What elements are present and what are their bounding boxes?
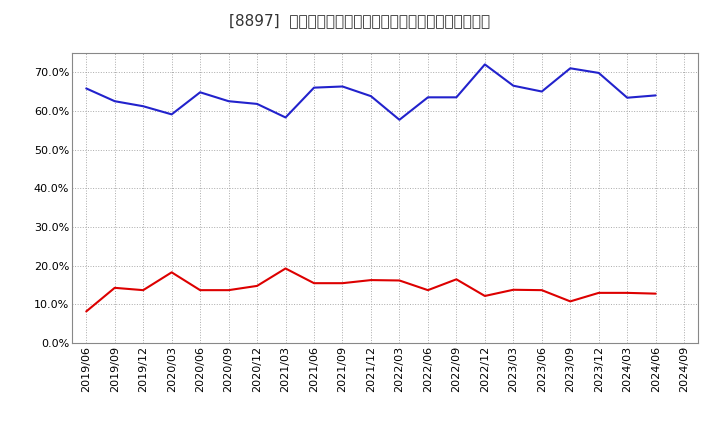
- 有利子負債: [82, 86, 91, 91]
- 有利子負債: [652, 93, 660, 98]
- 有利子負債: [110, 99, 119, 104]
- 有利子負債: [310, 85, 318, 90]
- 有利子負債: [366, 94, 375, 99]
- 現顔金: [452, 277, 461, 282]
- 現顔金: [310, 281, 318, 286]
- 有利子負債: [167, 112, 176, 117]
- 有利子負債: [480, 62, 489, 67]
- 現顔金: [366, 278, 375, 283]
- 現顔金: [623, 290, 631, 296]
- 現顔金: [537, 287, 546, 293]
- 有利子負債: [395, 117, 404, 122]
- 現顔金: [652, 291, 660, 296]
- 現顔金: [110, 285, 119, 290]
- 有利子負債: [595, 70, 603, 76]
- 現顔金: [480, 293, 489, 299]
- Line: 現顔金: 現顔金: [86, 268, 656, 312]
- 現顔金: [225, 287, 233, 293]
- 有利子負債: [566, 66, 575, 71]
- 有利子負債: [253, 101, 261, 106]
- 有利子負債: [139, 103, 148, 109]
- 現顔金: [595, 290, 603, 296]
- 現顔金: [196, 287, 204, 293]
- 有利子負債: [452, 95, 461, 100]
- 有利子負債: [423, 95, 432, 100]
- 有利子負債: [623, 95, 631, 100]
- 有利子負債: [225, 99, 233, 104]
- 現顔金: [282, 266, 290, 271]
- 現顔金: [139, 287, 148, 293]
- 有利子負債: [338, 84, 347, 89]
- 現顔金: [423, 287, 432, 293]
- 有利子負債: [537, 89, 546, 94]
- 現顔金: [338, 281, 347, 286]
- 現顔金: [566, 299, 575, 304]
- 現顔金: [509, 287, 518, 293]
- 有利子負債: [196, 90, 204, 95]
- Line: 有利子負債: 有利子負債: [86, 64, 656, 120]
- 有利子負債: [509, 83, 518, 88]
- 有利子負債: [282, 115, 290, 120]
- 現顔金: [395, 278, 404, 283]
- 現顔金: [253, 283, 261, 289]
- Text: [8897]  現預金、有利子負債の総資産に対する比率の推移: [8897] 現預金、有利子負債の総資産に対する比率の推移: [230, 13, 490, 28]
- 現顔金: [167, 270, 176, 275]
- 現顔金: [82, 309, 91, 314]
